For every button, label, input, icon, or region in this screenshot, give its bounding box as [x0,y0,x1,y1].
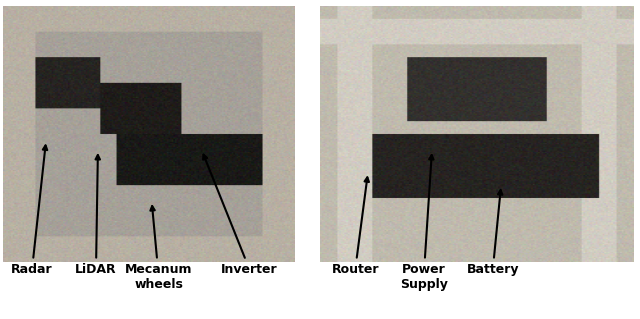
Text: Inverter: Inverter [203,155,278,276]
Text: Battery: Battery [467,190,519,276]
Text: Power
Supply: Power Supply [400,155,447,291]
Text: Router: Router [332,177,379,276]
Text: Radar: Radar [11,145,53,276]
Text: LiDAR: LiDAR [75,155,117,276]
Text: Mecanum
wheels: Mecanum wheels [125,206,193,291]
